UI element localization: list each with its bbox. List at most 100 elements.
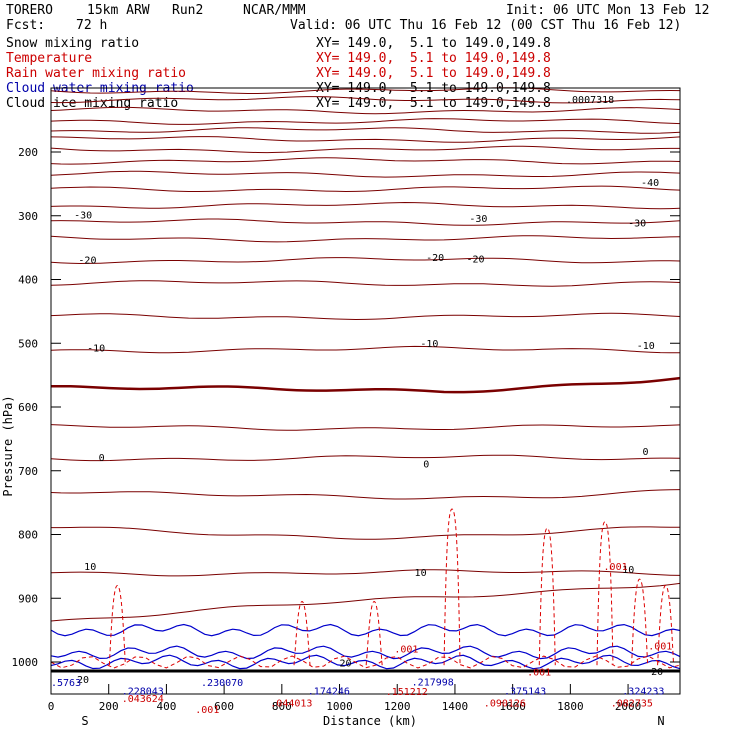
temperature-contours <box>50 87 681 622</box>
temperature-label-1: -30 <box>74 210 92 221</box>
cloud-water-contour-950 <box>50 623 681 637</box>
temperature-label-15: 10 <box>622 565 634 576</box>
rain-value-label-0: .043624 <box>122 694 164 705</box>
contour-labels: -40 -30 -30 -30 -20 -20 -20 -10 -10 -10 0 0 0 10 10 10 2… <box>51 95 672 716</box>
temperature-label-18: 20 <box>77 675 89 686</box>
temperature-label-8: -10 <box>420 339 438 350</box>
forecast-hour: 72 h <box>76 18 108 33</box>
isotherm-935 <box>50 582 681 622</box>
organization: NCAR/MMM <box>243 3 306 18</box>
temperature-label-11: 0 <box>423 460 429 471</box>
rain-cell-1120 <box>365 600 383 666</box>
temperature-label-12: 0 <box>642 447 648 458</box>
temperature-label-13: 10 <box>84 562 96 573</box>
isotherm-730 <box>50 489 681 500</box>
isotherm-214 <box>50 157 681 165</box>
isotherm-860 <box>50 569 681 577</box>
cloud-water-label-2: .230070 <box>201 678 243 689</box>
cloud-water-contours <box>50 623 681 670</box>
isotherm-196 <box>50 145 680 154</box>
temperature-label-9: -10 <box>637 341 655 352</box>
temperature-label-14: 10 <box>415 568 427 579</box>
y-tick-label-1000: 1000 <box>12 656 39 669</box>
x-tick-label-1600: 1600 <box>499 700 526 713</box>
isotherm-235 <box>50 170 681 178</box>
y-tick-label-300: 300 <box>18 210 38 223</box>
rain-value-label-3: .090126 <box>484 699 526 710</box>
x-tick-label-2000: 2000 <box>615 700 642 713</box>
x-tick-label-1200: 1200 <box>384 700 411 713</box>
cloud-water-label-5: .375143 <box>504 687 546 698</box>
rain-cell-1920 <box>596 521 614 666</box>
isotherm-510 <box>50 345 680 354</box>
isotherm-336 <box>50 235 681 243</box>
isotherm-310 <box>50 218 681 226</box>
rain-label-2: .001 <box>604 562 628 573</box>
temperature-label-17: 20 <box>651 667 663 678</box>
rain-label-3: .001 <box>648 641 672 652</box>
temperature-label-10: 0 <box>99 453 105 464</box>
isotherm-104 <box>50 87 681 94</box>
x-tick-label-1400: 1400 <box>442 700 469 713</box>
south-end-label: S <box>81 714 88 728</box>
isotherm-680 <box>50 454 681 462</box>
temperature-label-4: -20 <box>78 256 96 267</box>
rain-cell-2130 <box>657 584 675 666</box>
x-tick-label-400: 400 <box>156 700 176 713</box>
init-time: Init: 06 UTC Mon 13 Feb 12 <box>506 3 710 18</box>
isotherm-180 <box>50 136 681 143</box>
x-tick-label-1000: 1000 <box>326 700 353 713</box>
isotherm-406 <box>50 280 681 287</box>
y-tick-label-800: 800 <box>18 529 38 542</box>
rain-contours <box>50 508 681 669</box>
isotherm-152 <box>50 118 681 125</box>
y-tick-label-500: 500 <box>18 337 38 350</box>
x-tick-label-800: 800 <box>272 700 292 713</box>
rain-value-label-2: .151212 <box>386 687 428 698</box>
temperature-label-2: -30 <box>469 214 487 225</box>
forecast-label: Fcst: <box>6 18 46 33</box>
field-xy-temperature: XY= 149.0, 5.1 to 149.0,149.8 <box>316 51 551 66</box>
temperature-label-0: -40 <box>641 178 659 189</box>
isotherm-632 <box>50 424 681 431</box>
temperature-label-5: -20 <box>426 253 444 264</box>
isotherm-284 <box>50 201 681 210</box>
x-tick-label-600: 600 <box>214 700 234 713</box>
y-tick-label-600: 600 <box>18 401 38 414</box>
isotherm-118 <box>50 96 681 104</box>
rain-cell-2040 <box>631 578 649 666</box>
plot-frame <box>50 87 681 695</box>
x-tick-label-1800: 1800 <box>557 700 584 713</box>
rain-label-1: .001 <box>527 667 551 678</box>
isotherm-790 <box>51 526 681 540</box>
cloud-water-contour-985 <box>50 645 681 660</box>
isotherm-568 <box>51 376 681 394</box>
cloud-water-label-6: .324233 <box>622 687 664 698</box>
cloud-water-contour-1000 <box>50 654 681 670</box>
rain-cell-230 <box>108 584 126 666</box>
isotherm-370 <box>50 257 681 265</box>
x-tick-label-0: 0 <box>48 700 55 713</box>
valid-time: Valid: 06 UTC Thu 16 Feb 12 (00 CST Thu … <box>290 18 682 33</box>
rain-cell-1390 <box>443 508 461 666</box>
field-xy-snow: XY= 149.0, 5.1 to 149.0,149.8 <box>316 36 551 51</box>
model-resolution: 15km ARW <box>87 3 150 18</box>
y-tick-label-700: 700 <box>18 465 38 478</box>
field-xy-rain: XY= 149.0, 5.1 to 149.0,149.8 <box>316 66 551 81</box>
y-axis-title: Pressure (hPa) <box>1 395 15 496</box>
field-name-temperature: Temperature <box>6 51 93 66</box>
model-name: TORERO <box>6 3 53 18</box>
rain-cell-870 <box>293 600 311 666</box>
x-axis-title: Distance (km) <box>323 714 417 728</box>
rain-value-label-1: .044013 <box>270 699 312 710</box>
temperature-label-6: -20 <box>466 254 484 265</box>
rain-label-4: .001 <box>195 705 219 716</box>
temperature-label-3: -30 <box>628 219 646 230</box>
y-tick-label-200: 200 <box>18 146 38 159</box>
x-tick-label-200: 200 <box>99 700 119 713</box>
isotherm-166 <box>50 127 681 134</box>
rain-low-level-contour <box>50 655 681 669</box>
isotherm-258 <box>50 185 681 193</box>
